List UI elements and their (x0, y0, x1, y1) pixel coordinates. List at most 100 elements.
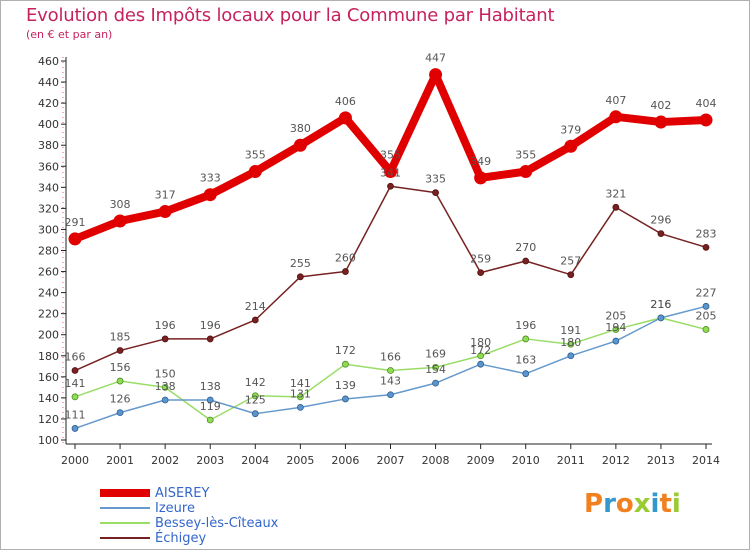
chart-subtitle: (en € et par an) (26, 28, 113, 41)
data-label: 138 (155, 380, 176, 393)
y-tick-label: 260 (38, 266, 59, 279)
data-point (612, 203, 620, 211)
data-label: 180 (560, 336, 581, 349)
data-label: 205 (696, 309, 717, 322)
chart-title: Evolution des Impôts locaux pour la Comm… (26, 5, 555, 26)
data-point (116, 347, 124, 354)
data-label: 194 (605, 321, 626, 334)
data-label: 185 (110, 331, 131, 344)
data-point (161, 383, 169, 391)
data-point (657, 314, 665, 322)
data-label: 111 (65, 408, 86, 421)
data-point (251, 316, 259, 324)
data-label: 259 (470, 253, 491, 266)
series-layer (68, 68, 713, 432)
data-point (702, 302, 710, 310)
x-tick-label: 2010 (512, 454, 540, 467)
data-point (296, 393, 304, 401)
data-point (113, 214, 127, 228)
data-point (206, 416, 214, 424)
legend-swatch (100, 507, 150, 509)
logo-letter: o (615, 489, 634, 519)
y-tick-label: 360 (38, 160, 59, 173)
proxiti-logo: Proxiti (584, 489, 681, 519)
data-point (657, 230, 665, 238)
y-tick-label: 140 (38, 392, 59, 405)
data-point (342, 360, 349, 368)
data-label: 142 (245, 376, 266, 389)
y-tick-label: 280 (38, 245, 59, 258)
data-point (116, 409, 124, 417)
y-tick-label: 160 (38, 371, 59, 384)
data-point (387, 367, 394, 374)
data-label: 172 (470, 344, 491, 357)
legend-label: Échigey (155, 531, 207, 546)
data-label: 404 (696, 97, 717, 110)
data-point (251, 392, 259, 400)
logo-letter: P (584, 489, 604, 519)
data-label: 270 (515, 241, 536, 254)
data-label: 163 (515, 354, 536, 367)
data-label: 125 (245, 394, 266, 407)
data-point (296, 403, 304, 411)
data-point (477, 269, 485, 277)
data-point (567, 271, 575, 279)
legend-label: Izeure (155, 501, 195, 516)
data-point (702, 243, 710, 251)
data-point (477, 352, 485, 360)
legend-swatch (100, 489, 150, 497)
data-point (702, 326, 710, 333)
legend-swatch (100, 537, 150, 539)
logo-letter: x (633, 489, 651, 519)
data-point (609, 110, 623, 124)
data-label: 196 (200, 319, 221, 332)
data-label: 143 (380, 375, 401, 388)
data-point (203, 188, 217, 202)
data-point (384, 165, 397, 179)
data-point (474, 171, 488, 185)
x-tick-label: 2011 (557, 454, 585, 467)
data-label: 166 (380, 351, 401, 364)
data-label: 291 (65, 216, 86, 229)
data-point (564, 139, 578, 153)
y-tick-label: 380 (38, 139, 59, 152)
data-point (387, 391, 394, 399)
data-label: 141 (65, 377, 86, 390)
y-tick-label: 180 (38, 350, 59, 363)
data-point (612, 337, 620, 345)
logo-letter: i (671, 489, 681, 519)
data-labels-layer: 166 185 196 196 214 255 260 341 335 259 270 257 321 2… (65, 52, 717, 422)
x-tick-label: 2007 (377, 454, 405, 467)
y-tick-label: 320 (38, 202, 59, 215)
data-label: 216 (650, 298, 671, 311)
data-label: 227 (696, 286, 717, 299)
x-tick-label: 2008 (422, 454, 450, 467)
legend-swatch (100, 522, 150, 524)
data-point (522, 370, 530, 378)
data-label: 349 (470, 155, 491, 168)
logo-letter: t (659, 489, 672, 519)
y-tick-label: 340 (38, 181, 59, 194)
y-tick-label: 300 (38, 223, 59, 236)
y-tick-label: 240 (38, 287, 59, 300)
data-label: 379 (560, 123, 581, 136)
data-label: 196 (515, 319, 536, 332)
data-label: 333 (200, 172, 221, 185)
y-tick-label: 120 (38, 413, 59, 426)
data-point (161, 335, 169, 343)
y-tick-label: 420 (38, 97, 59, 110)
x-tick-label: 2000 (61, 454, 89, 467)
data-label: 138 (200, 380, 221, 393)
data-label: 172 (335, 344, 356, 357)
data-label: 355 (515, 149, 536, 162)
data-label: 355 (380, 149, 401, 162)
data-point (432, 363, 439, 371)
data-label: 296 (650, 214, 671, 227)
x-tick-label: 2013 (647, 454, 675, 467)
data-label: 216 (650, 298, 671, 311)
data-label: 447 (425, 52, 446, 65)
data-label: 308 (110, 198, 131, 211)
data-label: 154 (425, 363, 446, 376)
data-label: 180 (470, 336, 491, 349)
